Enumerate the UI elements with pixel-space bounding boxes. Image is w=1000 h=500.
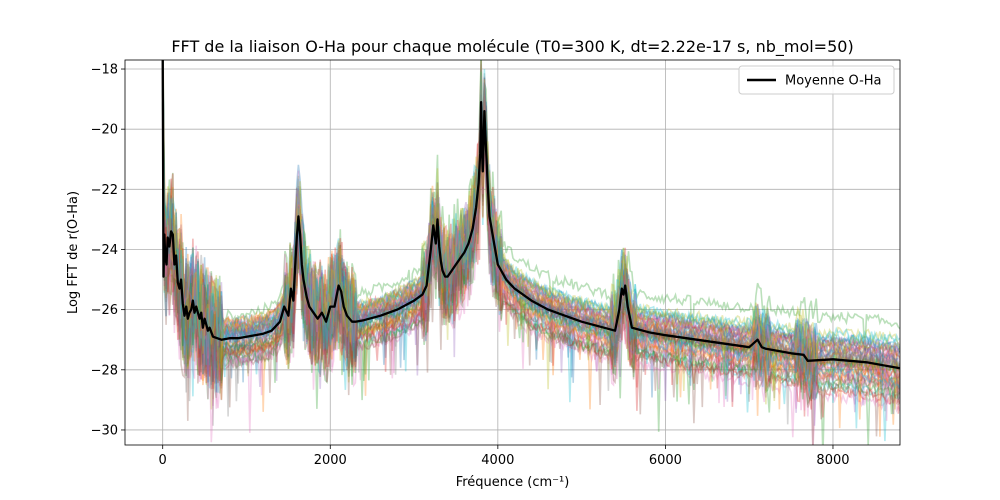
molecule-trace xyxy=(162,60,900,386)
y-tick-label: −22 xyxy=(91,183,118,198)
molecule-trace xyxy=(161,94,900,443)
legend-box xyxy=(738,65,895,95)
molecule-trace xyxy=(161,104,900,432)
molecule-trace xyxy=(161,91,900,429)
molecule-trace xyxy=(162,60,900,425)
mean-series-line xyxy=(161,60,900,370)
molecule-trace xyxy=(162,60,900,371)
x-tick-label: 6000 xyxy=(649,453,682,468)
legend: Moyenne O-Ha xyxy=(738,65,895,95)
molecule-trace xyxy=(161,118,900,445)
molecule-trace xyxy=(161,89,900,442)
molecule-trace xyxy=(161,85,900,402)
molecule-trace xyxy=(161,60,900,368)
y-tick-label: −24 xyxy=(91,243,118,258)
molecule-trace xyxy=(161,60,900,421)
molecule-trace xyxy=(161,90,900,386)
y-tick-label: −20 xyxy=(91,123,118,138)
molecule-trace xyxy=(161,93,900,429)
molecule-trace xyxy=(162,60,900,426)
molecule-trace xyxy=(161,60,900,369)
molecule-trace xyxy=(161,70,900,413)
y-tick-label: −18 xyxy=(91,63,118,78)
molecule-trace xyxy=(162,60,900,393)
y-tick-label: −26 xyxy=(91,303,118,318)
molecule-trace xyxy=(161,88,900,424)
molecule-trace xyxy=(161,64,900,401)
plot-area xyxy=(125,60,900,445)
molecule-trace xyxy=(161,71,900,410)
molecule-trace xyxy=(161,60,900,403)
plot-frame xyxy=(124,59,901,446)
molecule-trace xyxy=(162,60,900,409)
x-axis-label: Fréquence (cm⁻¹) xyxy=(456,475,570,490)
molecule-trace xyxy=(161,60,900,406)
x-tick-label: 0 xyxy=(159,453,167,468)
molecule-trace xyxy=(161,60,900,395)
y-tick-label: −28 xyxy=(91,363,118,378)
y-axis-label: Log FFT de r(O-Ha) xyxy=(66,191,81,314)
y-tick-label: −30 xyxy=(91,423,118,438)
molecule-trace xyxy=(162,60,900,405)
y-axis-ticks: −30 −28 −26 −24 −22 −20 −18 xyxy=(91,63,125,438)
molecule-trace xyxy=(161,60,900,417)
molecule-trace xyxy=(162,60,900,378)
molecule-trace xyxy=(162,60,900,426)
x-axis-ticks: 0 2000 4000 6000 8000 xyxy=(159,445,850,468)
x-tick-label: 4000 xyxy=(481,453,514,468)
molecule-traces xyxy=(161,60,900,445)
molecule-trace xyxy=(161,93,900,420)
molecule-trace xyxy=(161,60,900,406)
x-tick-label: 8000 xyxy=(816,453,849,468)
molecule-trace xyxy=(161,60,900,410)
molecule-trace xyxy=(161,60,900,415)
grid-lines xyxy=(125,60,900,445)
molecule-trace xyxy=(162,60,900,445)
mean-series-group xyxy=(161,60,900,370)
x-tick-label: 2000 xyxy=(314,453,347,468)
molecule-trace xyxy=(162,60,900,393)
molecule-trace xyxy=(161,66,900,414)
legend-label-mean: Moyenne O-Ha xyxy=(785,74,882,89)
molecule-trace xyxy=(161,78,900,417)
chart-title: FFT de la liaison O-Ha pour chaque moléc… xyxy=(171,37,853,57)
